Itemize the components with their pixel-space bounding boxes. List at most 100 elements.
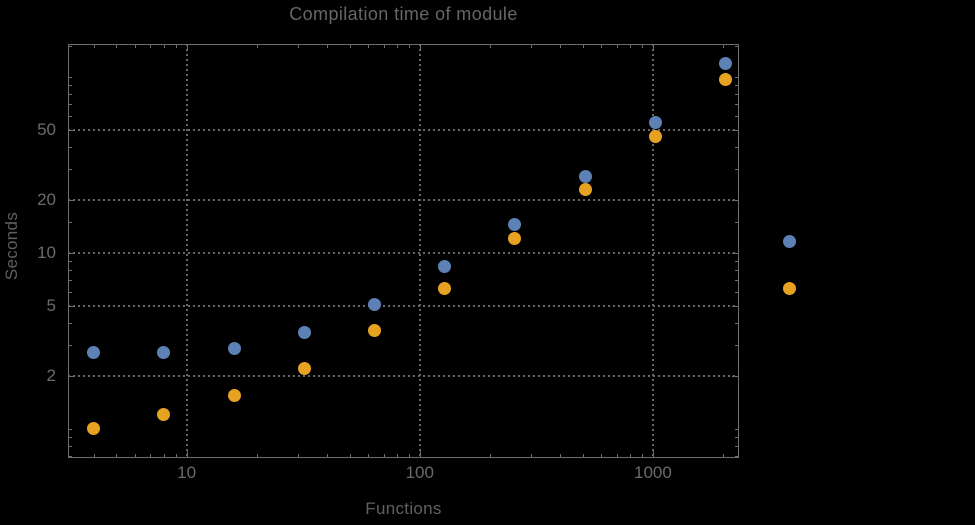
x-tick-label-1000: 1000 — [633, 463, 672, 482]
y-tick-50 — [69, 129, 75, 131]
gridline-x-100 — [418, 44, 421, 458]
y-tick-right-100 — [735, 76, 738, 78]
x-tick-60 — [368, 454, 370, 457]
y-tick-right-9 — [735, 260, 738, 262]
x-tick-label-100: 100 — [405, 463, 434, 482]
data-point-series-2-orange-x8 — [157, 408, 171, 422]
x-tick-top-500 — [582, 45, 584, 48]
x-tick-top-6 — [134, 45, 136, 48]
x-tick-top-8 — [163, 45, 165, 48]
x-tick-7 — [150, 454, 152, 457]
y-tick-right-15 — [735, 221, 738, 223]
y-tick-right-4 — [735, 322, 738, 324]
gridline-y-20 — [68, 198, 739, 201]
data-point-series-1-blue-x2048 — [719, 57, 732, 71]
y-tick-right-6 — [735, 291, 738, 293]
y-tick-right-20 — [732, 199, 738, 201]
x-tick-top-4 — [93, 45, 95, 48]
x-tick-700 — [616, 454, 618, 457]
data-point-series-2-orange-x256 — [508, 232, 522, 246]
plot-frame — [68, 44, 739, 458]
gridline-x-1000 — [651, 44, 654, 458]
y-tick-right-30 — [735, 168, 738, 170]
data-point-series-1-blue-x256 — [508, 217, 522, 231]
x-tick-top-900 — [642, 45, 644, 48]
chart-title: Compilation time of module — [289, 4, 518, 24]
y-tick-15 — [69, 221, 72, 223]
data-point-series-1-blue-x128 — [438, 259, 452, 273]
x-tick-50 — [349, 454, 351, 457]
x-tick-top-400 — [560, 45, 562, 48]
data-point-series-1-blue-x16 — [227, 342, 241, 356]
gridline-x-10 — [185, 44, 188, 458]
gridline-y-2 — [68, 374, 739, 377]
x-tick-top-700 — [616, 45, 618, 48]
y-tick-right-1 — [735, 428, 738, 430]
x-tick-1000 — [652, 451, 654, 457]
y-tick-8 — [69, 269, 72, 271]
x-tick-20 — [256, 454, 258, 457]
x-tick-top-9 — [175, 45, 177, 48]
y-tick-90 — [69, 85, 72, 86]
x-tick-2000 — [723, 454, 725, 457]
data-point-series-1-blue-x8 — [157, 346, 171, 360]
y-tick-right-0.9 — [735, 436, 738, 438]
y-tick-label-50: 50 — [37, 119, 56, 139]
x-tick-8 — [163, 454, 165, 457]
y-tick-40 — [69, 146, 72, 148]
data-point-series-2-orange-x32 — [297, 361, 311, 375]
y-tick-label-2: 2 — [46, 365, 56, 385]
y-tick-right-150 — [735, 46, 738, 47]
y-tick-0.9 — [69, 436, 72, 438]
x-tick-90 — [409, 454, 411, 457]
y-tick-label-10: 10 — [37, 242, 56, 262]
x-tick-top-800 — [630, 45, 632, 48]
data-point-series-2-orange-x64 — [368, 324, 382, 338]
x-tick-top-2000 — [723, 45, 725, 48]
y-tick-right-50 — [732, 129, 738, 131]
y-tick-right-3 — [735, 344, 738, 346]
y-tick-5 — [69, 305, 75, 307]
y-tick-right-90 — [735, 85, 738, 86]
data-point-series-1-blue-x512 — [578, 170, 592, 184]
y-tick-right-70 — [735, 104, 738, 106]
data-point-series-2-orange-x128 — [438, 281, 452, 295]
y-tick-30 — [69, 168, 72, 170]
y-tick-right-10 — [732, 252, 738, 254]
gridline-y-10 — [68, 251, 739, 254]
data-point-series-2-orange-x1024 — [648, 129, 662, 143]
data-point-series-2-orange-x512 — [578, 182, 592, 196]
y-tick-6 — [69, 291, 72, 293]
x-tick-900 — [642, 454, 644, 457]
x-tick-top-60 — [368, 45, 370, 48]
x-tick-top-40 — [326, 45, 328, 48]
y-tick-right-8 — [735, 269, 738, 271]
data-point-series-2-orange-x4 — [87, 422, 101, 436]
y-tick-right-40 — [735, 146, 738, 148]
y-tick-0.7 — [69, 455, 72, 457]
x-tick-top-70 — [383, 45, 385, 48]
x-tick-70 — [383, 454, 385, 457]
x-tick-top-80 — [397, 45, 399, 48]
x-tick-400 — [560, 454, 562, 457]
data-point-series-2-orange-x2048 — [719, 72, 732, 86]
x-tick-500 — [582, 454, 584, 457]
y-tick-100 — [69, 76, 72, 78]
y-tick-70 — [69, 104, 72, 106]
x-tick-5 — [116, 454, 118, 457]
x-tick-9 — [175, 454, 177, 457]
y-tick-60 — [69, 115, 72, 117]
x-tick-top-7 — [150, 45, 152, 48]
x-tick-4 — [93, 454, 95, 457]
legend-marker-series-1-blue — [782, 234, 796, 248]
x-tick-top-5 — [116, 45, 118, 48]
y-tick-9 — [69, 260, 72, 262]
x-tick-top-300 — [530, 45, 532, 48]
y-tick-right-7 — [735, 279, 738, 281]
x-tick-top-50 — [349, 45, 351, 48]
y-tick-3 — [69, 344, 72, 346]
x-tick-80 — [397, 454, 399, 457]
gridline-y-5 — [68, 304, 739, 307]
x-tick-6 — [134, 454, 136, 457]
y-tick-150 — [69, 46, 72, 47]
